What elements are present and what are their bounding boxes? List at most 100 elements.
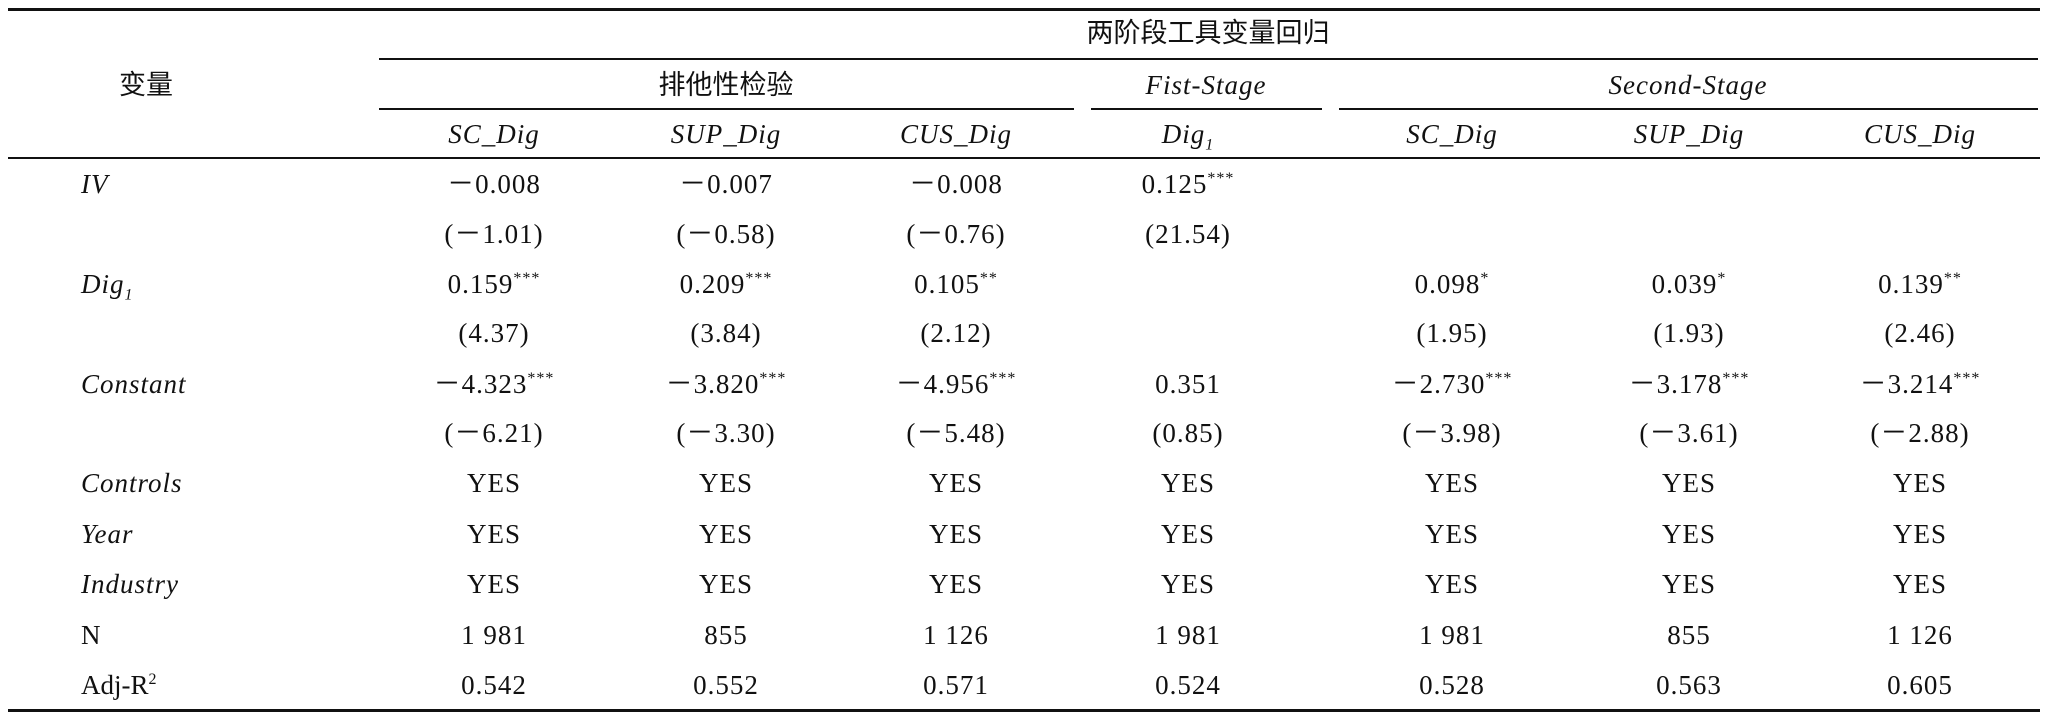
row-label-sup: 2 (148, 671, 157, 688)
cell: YES (1892, 569, 1948, 599)
cell: 1 126 (1887, 620, 1953, 650)
cell-text: 0.105 (914, 269, 980, 299)
bottom-rule (8, 709, 2040, 712)
cell: 0.098* (1415, 271, 1490, 298)
cell: YES (928, 468, 984, 498)
cell: YES (466, 569, 522, 599)
top-rule (8, 8, 2040, 11)
cell: －3.214*** (1860, 371, 1981, 398)
cell: 855 (1667, 620, 1711, 650)
cell-stars: ** (1943, 270, 1962, 287)
subgroup-rule (379, 108, 1074, 110)
cell: －4.323*** (434, 371, 555, 398)
cell: (4.37) (458, 318, 530, 348)
header-rule (8, 157, 2040, 159)
row-label-text: Adj-R (81, 670, 149, 700)
column-header: SUP_Dig (670, 119, 782, 149)
cell-stars: *** (1207, 170, 1235, 187)
cell: (－0.76) (906, 219, 1006, 249)
cell: YES (1160, 569, 1216, 599)
row-label-sub: 1 (124, 286, 134, 304)
cell: 0.351 (1155, 369, 1221, 399)
cell: 0.552 (693, 670, 759, 700)
cell-stars: *** (745, 270, 773, 287)
subgroup-header: Fist-Stage (1145, 70, 1267, 100)
cell-text: －2.730 (1391, 369, 1486, 399)
cell-text: －3.820 (665, 369, 760, 399)
column-header-text: Dig (1161, 119, 1206, 149)
cell: (2.46) (1884, 318, 1956, 348)
cell: (－0.58) (676, 219, 776, 249)
cell: (－1.01) (444, 219, 544, 249)
cell: 0.159*** (448, 271, 541, 298)
row-label: Constant (81, 369, 187, 399)
cell: －3.820*** (666, 371, 787, 398)
row-label: Controls (81, 468, 183, 498)
cell: YES (1661, 468, 1717, 498)
cell: YES (928, 569, 984, 599)
subgroup-rule (1339, 108, 2038, 110)
row-label: IV (81, 169, 109, 199)
cell: －3.178*** (1629, 371, 1750, 398)
column-header: Dig1 (1162, 121, 1215, 153)
cell-stars: *** (513, 270, 541, 287)
cell: 0.139** (1878, 271, 1962, 298)
row-label: Dig1 (81, 271, 134, 303)
cell: 0.125*** (1142, 171, 1235, 198)
cell: YES (1892, 519, 1948, 549)
cell-stars: *** (527, 370, 555, 387)
row-label: Year (81, 519, 134, 549)
cell-stars: *** (1722, 370, 1750, 387)
cell: (1.95) (1416, 318, 1488, 348)
cell: (－3.61) (1639, 418, 1739, 448)
cell: －4.956*** (896, 371, 1017, 398)
cell: (2.12) (920, 318, 992, 348)
cell: 0.563 (1656, 670, 1722, 700)
cell-text: －3.214 (1859, 369, 1954, 399)
subgroup-header: Second-Stage (1608, 70, 1768, 100)
cell: YES (466, 468, 522, 498)
cell: YES (928, 519, 984, 549)
cell: 1 981 (1155, 620, 1221, 650)
cell: YES (1661, 519, 1717, 549)
cell: 0.605 (1887, 670, 1953, 700)
cell-text: 0.125 (1141, 169, 1208, 199)
cell: (1.93) (1653, 318, 1725, 348)
cell-stars: *** (989, 370, 1017, 387)
cell: YES (466, 519, 522, 549)
cell: 1 126 (923, 620, 989, 650)
group-rule (379, 58, 2038, 60)
cell: 0.571 (923, 670, 989, 700)
cell-text: 0.159 (447, 269, 514, 299)
cell: 0.542 (461, 670, 527, 700)
cell: (21.54) (1145, 219, 1231, 249)
row-label: Adj-R2 (81, 672, 157, 699)
column-header: SUP_Dig (1633, 119, 1745, 149)
row-label: N (81, 620, 101, 650)
cell: (－3.98) (1402, 418, 1502, 448)
column-header: CUS_Dig (1863, 119, 1977, 149)
cell: YES (1892, 468, 1948, 498)
cell-stars: * (1480, 270, 1490, 287)
cell: (0.85) (1152, 418, 1224, 448)
cell-stars: *** (1485, 370, 1513, 387)
cell-text: －3.178 (1628, 369, 1723, 399)
cell: YES (1424, 519, 1480, 549)
cell: YES (698, 569, 754, 599)
cell-text: －4.956 (895, 369, 990, 399)
column-header: CUS_Dig (899, 119, 1013, 149)
cell: YES (1424, 468, 1480, 498)
cell: YES (1160, 519, 1216, 549)
cell: YES (698, 468, 754, 498)
cell: －0.008 (447, 169, 541, 199)
cell: 0.039* (1652, 271, 1727, 298)
cell: YES (1160, 468, 1216, 498)
cell: YES (1424, 569, 1480, 599)
cell: 0.209*** (680, 271, 773, 298)
cell: 1 981 (1419, 620, 1485, 650)
row-header: 变量 (119, 70, 173, 100)
cell-stars: *** (759, 370, 787, 387)
column-header: SC_Dig (1406, 119, 1498, 149)
cell: (－5.48) (906, 418, 1006, 448)
cell: 0.105** (914, 271, 998, 298)
